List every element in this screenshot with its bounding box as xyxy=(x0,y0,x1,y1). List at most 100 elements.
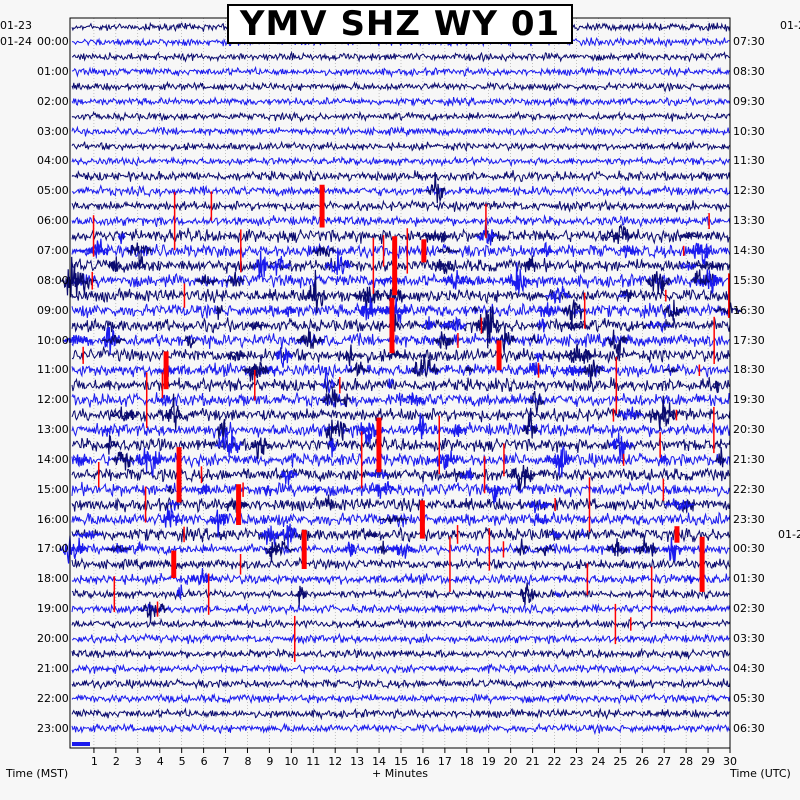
event-burst xyxy=(549,530,562,539)
x-tick-label: 18 xyxy=(459,755,474,768)
x-tick-label: 6 xyxy=(200,755,208,768)
event-burst xyxy=(386,378,394,388)
event-burst xyxy=(608,432,635,460)
event-burst xyxy=(352,286,383,311)
event-burst xyxy=(454,471,466,480)
event-burst xyxy=(559,321,587,332)
event-burst xyxy=(274,346,293,368)
trace-line xyxy=(71,663,731,675)
left-axis-label: Time (MST) xyxy=(6,767,69,780)
event-burst xyxy=(633,537,659,557)
event-burst xyxy=(280,469,299,486)
event-burst xyxy=(662,299,686,321)
x-tick-label: 9 xyxy=(266,755,274,768)
trace-line xyxy=(71,199,731,213)
event-burst xyxy=(215,305,223,320)
y-tick-label-right: 15:30 xyxy=(733,273,765,287)
trace-line xyxy=(71,602,731,616)
event-burst xyxy=(697,260,723,271)
event-burst xyxy=(664,367,679,373)
y-tick-label-right: 18:30 xyxy=(733,363,765,377)
event-burst xyxy=(662,537,684,562)
event-burst xyxy=(378,515,409,525)
y-tick-label-left: 12:00 xyxy=(37,393,69,407)
trace-line xyxy=(71,169,731,183)
trace-line xyxy=(71,317,731,334)
date-label-utc-next: 01-2 xyxy=(778,528,800,541)
trace-line xyxy=(71,572,731,587)
event-burst xyxy=(282,306,296,318)
event-burst xyxy=(679,261,698,271)
y-tick-label-right: 17:30 xyxy=(733,333,765,347)
y-tick-label-left: 02:00 xyxy=(37,94,69,108)
y-tick-label-left: 23:00 xyxy=(37,721,69,735)
y-tick-label-right: 20:30 xyxy=(733,423,765,437)
x-tick-label: 1 xyxy=(90,755,98,768)
event-burst xyxy=(223,271,245,287)
x-tick-label: 13 xyxy=(350,755,365,768)
x-tick-label: 8 xyxy=(244,755,252,768)
event-burst xyxy=(459,467,475,481)
y-tick-label-right: 19:30 xyxy=(733,393,765,407)
x-axis-label: + Minutes xyxy=(372,767,429,780)
trace-line xyxy=(71,406,731,423)
event-burst xyxy=(87,238,110,256)
y-tick-label-right: 22:30 xyxy=(733,482,765,496)
event-burst xyxy=(425,172,446,204)
trace-line xyxy=(71,496,731,514)
event-burst xyxy=(183,334,197,349)
date-label-main: 01-24 xyxy=(0,35,32,48)
event-burst xyxy=(605,538,629,557)
event-burst xyxy=(109,406,139,422)
event-burst xyxy=(342,344,357,367)
event-burst xyxy=(687,575,695,584)
event-burst xyxy=(437,232,450,243)
event-burst xyxy=(244,365,270,378)
event-burst xyxy=(159,507,180,528)
event-burst xyxy=(690,269,711,287)
y-tick-label-right: 11:30 xyxy=(733,154,765,168)
event-burst xyxy=(364,531,378,538)
event-burst xyxy=(536,302,557,318)
x-tick-label: 16 xyxy=(415,755,430,768)
y-tick-label-left: 05:00 xyxy=(37,184,69,198)
event-burst xyxy=(135,447,164,477)
trace-line xyxy=(71,707,730,721)
event-burst xyxy=(264,541,280,563)
event-burst xyxy=(420,316,437,330)
event-burst xyxy=(413,412,428,440)
x-tick-label: 17 xyxy=(437,755,452,768)
x-tick-label: 20 xyxy=(503,755,518,768)
event-burst xyxy=(436,245,460,255)
trace-line xyxy=(71,332,731,349)
event-burst xyxy=(432,450,459,470)
event-burst xyxy=(117,232,126,245)
event-burst xyxy=(538,241,553,258)
event-burst xyxy=(521,407,539,439)
event-burst xyxy=(269,255,292,276)
event-burst xyxy=(59,535,89,564)
x-tick-label: 4 xyxy=(156,755,164,768)
trace-line xyxy=(71,722,731,736)
event-burst xyxy=(713,302,742,315)
y-tick-label-left: 10:00 xyxy=(37,333,69,347)
date-label-utc-start: 01-2 xyxy=(780,19,800,32)
x-tick-label: 14 xyxy=(372,755,387,768)
event-burst xyxy=(311,245,336,257)
x-tick-label: 12 xyxy=(328,755,343,768)
event-burst xyxy=(547,445,573,478)
event-burst xyxy=(250,437,269,459)
event-burst xyxy=(325,494,334,511)
event-burst xyxy=(320,367,336,394)
trace-line xyxy=(71,647,731,661)
seismic-events xyxy=(59,172,742,662)
event-burst xyxy=(534,514,549,525)
event-burst xyxy=(715,447,726,468)
y-tick-label-right: 13:30 xyxy=(733,214,765,228)
y-tick-label-left: 06:00 xyxy=(37,214,69,228)
event-burst xyxy=(73,529,103,540)
trace-line xyxy=(71,617,731,630)
event-burst xyxy=(385,287,407,303)
y-tick-label-left: 11:00 xyxy=(37,363,69,377)
event-burst xyxy=(305,269,327,314)
